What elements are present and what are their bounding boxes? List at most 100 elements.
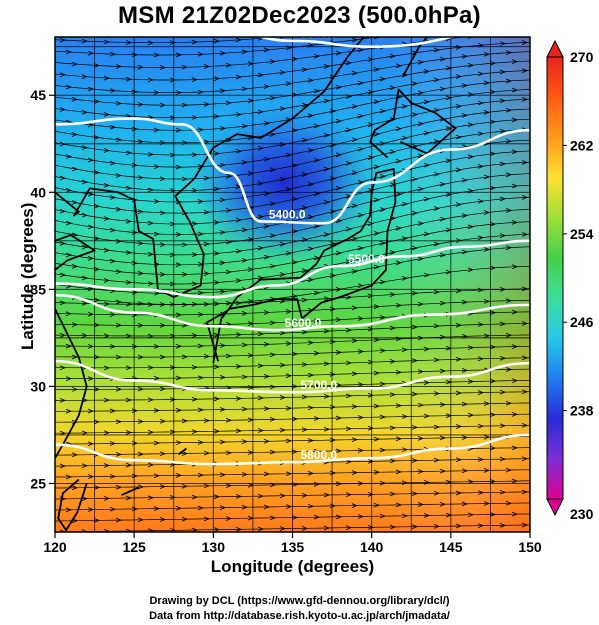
flow-arrow	[455, 390, 463, 396]
flow-arrow	[455, 322, 463, 328]
flow-arrow	[279, 210, 287, 215]
flow-arrow	[93, 203, 101, 209]
flow-arrow	[423, 272, 431, 278]
flow-arrow	[351, 371, 359, 377]
flow-arrow	[103, 148, 111, 153]
flow-arrow	[203, 301, 211, 307]
flow-arrow	[191, 77, 199, 82]
flow-arrow	[483, 468, 491, 473]
flow-arrow	[213, 428, 221, 434]
flow-arrow	[125, 462, 133, 468]
flow-arrow	[93, 297, 101, 303]
flow-arrow	[357, 382, 365, 387]
streamline	[55, 524, 530, 532]
flow-arrow	[109, 227, 117, 233]
x-axis-label: Longitude (degrees)	[210, 557, 375, 576]
flow-arrow	[423, 130, 431, 136]
flow-arrow	[345, 127, 353, 133]
flow-arrow	[197, 290, 205, 296]
flow-arrow	[462, 25, 467, 29]
flow-arrow	[213, 301, 221, 307]
flow-arrow	[439, 402, 447, 407]
flow-arrow	[489, 119, 497, 125]
flow-arrow	[417, 369, 425, 374]
flow-arrow	[115, 322, 123, 328]
flow-arrow	[323, 361, 331, 367]
flow-arrow	[521, 522, 529, 528]
flow-arrow	[499, 69, 507, 75]
x-tick-label: 150	[518, 539, 542, 555]
flow-arrow	[203, 64, 211, 69]
flow-arrow	[521, 286, 529, 292]
flow-arrow	[219, 125, 227, 131]
flow-arrow	[279, 362, 287, 368]
flow-arrow	[389, 491, 397, 497]
flow-arrow	[241, 258, 249, 263]
flow-arrow	[483, 51, 491, 57]
flow-arrow	[423, 380, 431, 386]
flow-arrow	[65, 49, 73, 55]
flow-arrow	[59, 365, 67, 371]
flow-arrow	[131, 260, 139, 266]
x-tick-label: 120	[43, 539, 67, 555]
flow-arrow	[263, 254, 271, 260]
flow-arrow	[169, 221, 177, 227]
flow-arrow	[511, 183, 519, 189]
streamline	[55, 161, 530, 225]
flow-arrow	[291, 92, 299, 98]
flow-arrow	[511, 478, 519, 484]
x-tick-label: 130	[202, 539, 226, 555]
flow-arrow	[159, 484, 167, 489]
flow-arrow	[147, 365, 155, 371]
flow-arrow	[197, 472, 205, 478]
streamline	[55, 323, 530, 337]
flow-arrow	[307, 214, 315, 220]
flow-arrow	[125, 250, 133, 255]
flow-arrow	[65, 311, 73, 317]
flow-arrow	[213, 186, 221, 192]
flow-arrow	[93, 485, 101, 490]
flow-arrow	[169, 302, 177, 307]
flow-arrow	[203, 175, 211, 181]
flow-arrow	[235, 363, 243, 369]
flow-arrow	[521, 159, 529, 165]
streamline	[55, 424, 530, 434]
flow-arrow	[455, 356, 463, 362]
flow-arrow	[197, 312, 205, 317]
flow-arrow	[263, 84, 271, 89]
flow-arrow	[103, 463, 111, 468]
flow-arrow	[351, 503, 359, 508]
flow-arrow	[137, 451, 145, 457]
flow-arrow	[147, 495, 155, 501]
flow-arrow	[489, 151, 497, 157]
flow-arrow	[401, 414, 409, 419]
flow-arrow	[153, 199, 161, 204]
flow-arrow	[115, 517, 123, 523]
flow-arrow	[467, 267, 475, 273]
flow-arrow	[115, 484, 123, 490]
flow-arrow	[367, 122, 375, 128]
flow-arrow	[411, 324, 419, 330]
flow-arrow	[225, 173, 233, 179]
flow-arrow	[379, 348, 387, 354]
flow-arrow	[455, 202, 463, 207]
flow-arrow	[367, 392, 375, 398]
flow-arrow	[521, 355, 529, 361]
flow-arrow	[511, 149, 519, 155]
flow-arrow	[401, 236, 409, 241]
colorbar-label: 262	[570, 137, 594, 153]
flow-arrow	[71, 61, 79, 67]
flow-arrow	[93, 266, 101, 272]
flow-arrow	[263, 373, 271, 379]
flow-arrow	[263, 310, 271, 315]
flow-arrow	[291, 56, 299, 62]
flow-arrow	[521, 389, 529, 395]
flow-arrow	[511, 378, 519, 384]
flow-arrow	[241, 160, 249, 165]
flow-arrow	[335, 448, 343, 454]
flow-arrow	[307, 78, 315, 83]
flow-arrow	[103, 278, 111, 283]
flow-arrow	[477, 71, 485, 77]
contour-label: 5600.0	[285, 316, 322, 330]
flow-arrow	[125, 76, 133, 82]
